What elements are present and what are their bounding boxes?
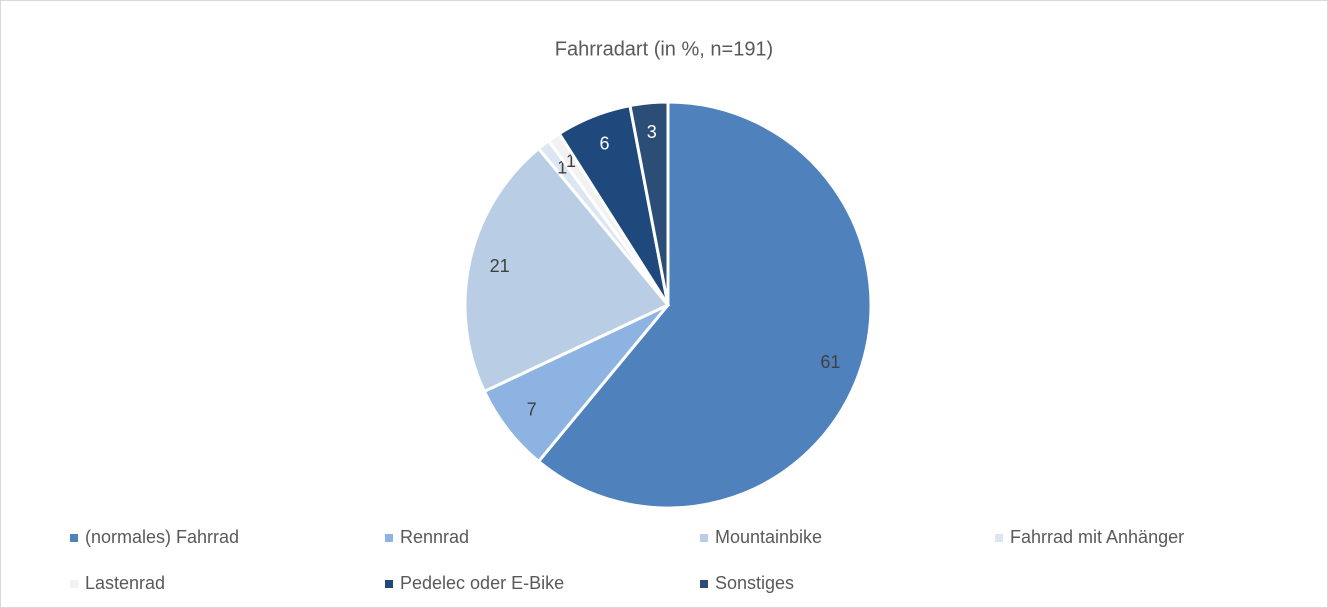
chart-title: Fahrradart (in %, n=191) (555, 38, 773, 60)
legend-label: Rennrad (400, 527, 469, 547)
legend-label: Sonstiges (715, 573, 794, 593)
pie-slice (536, 100, 873, 510)
data-label: 6 (599, 133, 609, 153)
data-label: 3 (647, 122, 657, 142)
legend-swatch (700, 534, 708, 542)
legend-swatch (385, 580, 393, 588)
data-label: 1 (566, 151, 576, 171)
legend-swatch (70, 534, 78, 542)
legend-swatch (70, 580, 78, 588)
legend-swatch (995, 534, 1003, 542)
data-label: 21 (490, 256, 510, 276)
legend-label: Mountainbike (715, 527, 822, 547)
legend-label: Fahrrad mit Anhänger (1010, 527, 1184, 547)
legend-label: Pedelec oder E-Bike (400, 573, 564, 593)
legend-label: Lastenrad (85, 573, 165, 593)
legend-swatch (700, 580, 708, 588)
pie-slice (463, 146, 671, 394)
pie-slice (628, 100, 670, 306)
legend-label: (normales) Fahrrad (85, 527, 239, 547)
data-label: 7 (527, 400, 537, 420)
legend-swatch (385, 534, 393, 542)
data-label: 1 (557, 157, 567, 177)
data-label: 61 (820, 352, 840, 372)
